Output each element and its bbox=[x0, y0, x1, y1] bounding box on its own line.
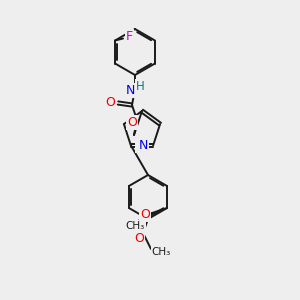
Text: N: N bbox=[125, 83, 135, 97]
Text: O: O bbox=[140, 208, 150, 220]
Text: CH₃: CH₃ bbox=[125, 221, 145, 231]
Text: F: F bbox=[125, 30, 133, 43]
Text: CH₃: CH₃ bbox=[152, 247, 171, 257]
Text: O: O bbox=[127, 116, 137, 129]
Text: N: N bbox=[136, 139, 146, 152]
Text: H: H bbox=[136, 80, 144, 92]
Text: O: O bbox=[105, 97, 115, 110]
Text: N: N bbox=[139, 139, 148, 152]
Text: O: O bbox=[134, 232, 144, 244]
